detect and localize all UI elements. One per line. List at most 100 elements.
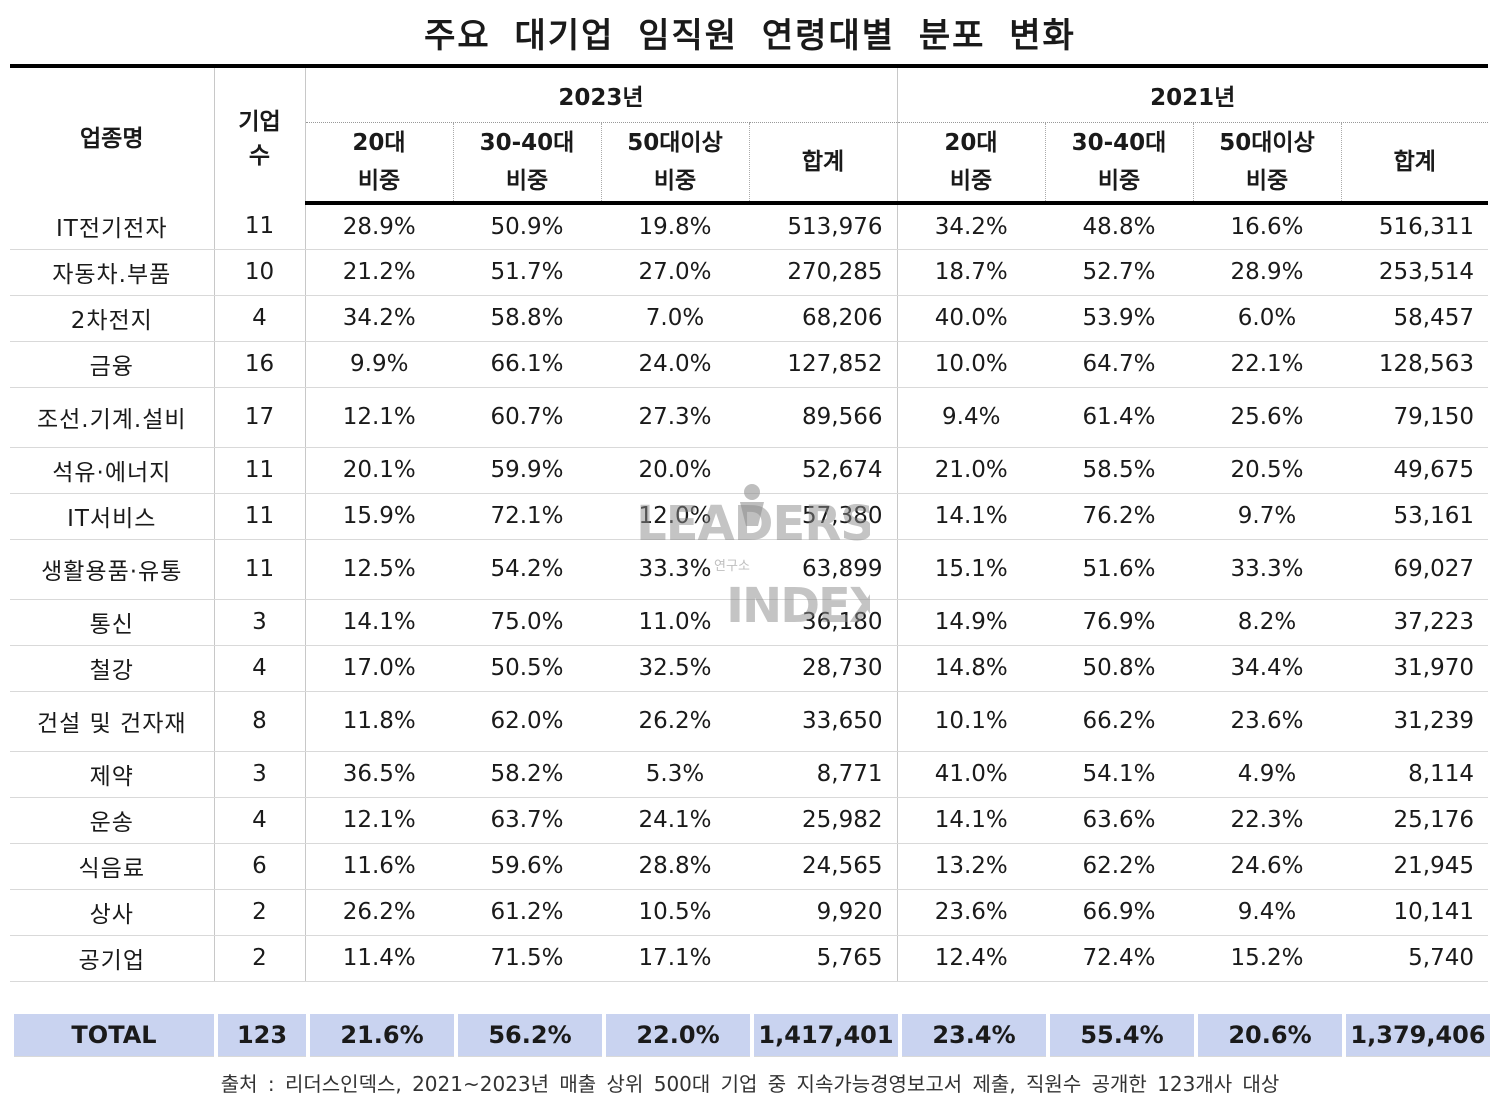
- table-row: 상사 2 26.2% 61.2% 10.5% 9,920 23.6% 66.9% 9.4% 10,…: [10, 889, 1488, 936]
- ratio-2021-20s-cell: 15.1%: [897, 539, 1045, 600]
- total-2023-cell: 68,206: [749, 295, 898, 342]
- header-2021-50plus-line2: 비중: [1245, 168, 1289, 194]
- header-2021-20s: 20대 비중: [897, 122, 1046, 205]
- total-2023-3040s: 56.2%: [458, 1014, 602, 1057]
- total-2023-cell: 36,180: [749, 599, 898, 646]
- ratio-2023-50plus-cell: 7.0%: [601, 295, 749, 342]
- company-count-cell: 4: [214, 797, 306, 844]
- ratio-2021-50plus-cell: 34.4%: [1193, 645, 1341, 692]
- ratio-2021-20s-cell: 9.4%: [897, 387, 1045, 448]
- ratio-2021-50plus-cell: 24.6%: [1193, 843, 1341, 890]
- table-row: 건설 및 건자재 8 11.8% 62.0% 26.2% 33,650 10.1% 66.2%…: [10, 691, 1488, 752]
- ratio-2021-3040s-cell: 62.2%: [1045, 843, 1193, 890]
- total-2021-cell: 253,514: [1341, 249, 1488, 296]
- ratio-2023-50plus-cell: 17.1%: [601, 935, 749, 982]
- ratio-2023-50plus-cell: 5.3%: [601, 751, 749, 798]
- header-year-2023: 2023년: [305, 64, 898, 123]
- total-row: TOTAL 123 21.6% 56.2% 22.0% 1,417,401 23…: [10, 1014, 1494, 1057]
- ratio-2023-20s-cell: 12.5%: [305, 539, 453, 600]
- table-row: 금융 16 9.9% 66.1% 24.0% 127,852 10.0% 64.7% 22.1%…: [10, 341, 1488, 388]
- table-body: IT전기전자 11 28.9% 50.9% 19.8% 513,976 34.2% 48.8%…: [10, 203, 1488, 982]
- header-year-2021: 2021년: [897, 64, 1488, 123]
- ratio-2021-50plus-cell: 4.9%: [1193, 751, 1341, 798]
- ratio-2021-50plus-cell: 22.1%: [1193, 341, 1341, 388]
- total-2021-cell: 31,239: [1341, 691, 1488, 752]
- total-2021-cell: 516,311: [1341, 203, 1488, 250]
- ratio-2021-20s-cell: 14.1%: [897, 493, 1045, 540]
- company-count-cell: 4: [214, 645, 306, 692]
- total-2023-cell: 33,650: [749, 691, 898, 752]
- table-header: 업종명 기업 수 2023년 2021년 20대 비중 30-40대 비중 50대이…: [10, 64, 1488, 205]
- total-2021-cell: 37,223: [1341, 599, 1488, 646]
- ratio-2023-20s-cell: 26.2%: [305, 889, 453, 936]
- ratio-2021-50plus-cell: 6.0%: [1193, 295, 1341, 342]
- header-company-count: 기업 수: [214, 64, 306, 203]
- company-count-cell: 8: [214, 691, 306, 752]
- ratio-2023-50plus-cell: 11.0%: [601, 599, 749, 646]
- industry-cell: 자동차.부품: [10, 249, 215, 296]
- ratio-2023-3040s-cell: 58.2%: [453, 751, 601, 798]
- company-count-cell: 2: [214, 889, 306, 936]
- header-2023-3040s-line1: 30-40대: [479, 130, 575, 156]
- ratio-2023-20s-cell: 11.4%: [305, 935, 453, 982]
- ratio-2021-3040s-cell: 61.4%: [1045, 387, 1193, 448]
- ratio-2021-20s-cell: 23.6%: [897, 889, 1045, 936]
- header-2023-3040s: 30-40대 비중: [453, 122, 602, 205]
- ratio-2021-3040s-cell: 72.4%: [1045, 935, 1193, 982]
- ratio-2021-20s-cell: 34.2%: [897, 203, 1045, 250]
- total-2021-cell: 49,675: [1341, 447, 1488, 494]
- ratio-2023-3040s-cell: 54.2%: [453, 539, 601, 600]
- ratio-2021-3040s-cell: 52.7%: [1045, 249, 1193, 296]
- ratio-2023-50plus-cell: 10.5%: [601, 889, 749, 936]
- total-2023-cell: 8,771: [749, 751, 898, 798]
- table-row: 철강 4 17.0% 50.5% 32.5% 28,730 14.8% 50.8% 34.4% 3…: [10, 645, 1488, 692]
- ratio-2023-20s-cell: 36.5%: [305, 751, 453, 798]
- total-2021-3040s: 55.4%: [1050, 1014, 1194, 1057]
- total-2021-cell: 25,176: [1341, 797, 1488, 844]
- total-2023-cell: 5,765: [749, 935, 898, 982]
- ratio-2021-3040s-cell: 66.9%: [1045, 889, 1193, 936]
- total-2023-cell: 513,976: [749, 203, 898, 250]
- industry-cell: 식음료: [10, 843, 215, 890]
- ratio-2021-20s-cell: 10.0%: [897, 341, 1045, 388]
- table-row: 2차전지 4 34.2% 58.8% 7.0% 68,206 40.0% 53.9% 6.0% 5…: [10, 295, 1488, 342]
- industry-cell: 생활용품·유통: [10, 539, 215, 600]
- company-count-cell: 2: [214, 935, 306, 982]
- ratio-2021-20s-cell: 40.0%: [897, 295, 1045, 342]
- ratio-2021-20s-cell: 41.0%: [897, 751, 1045, 798]
- header-2023-50plus-line1: 50대이상: [627, 130, 723, 156]
- ratio-2023-50plus-cell: 28.8%: [601, 843, 749, 890]
- ratio-2021-3040s-cell: 54.1%: [1045, 751, 1193, 798]
- total-2021-cell: 53,161: [1341, 493, 1488, 540]
- header-company-count-line1: 기업: [238, 108, 281, 135]
- table-row: 조선.기계.설비 17 12.1% 60.7% 27.3% 89,566 9.4% 61.4%…: [10, 387, 1488, 448]
- total-2021-cell: 58,457: [1341, 295, 1488, 342]
- table-row: 자동차.부품 10 21.2% 51.7% 27.0% 270,285 18.7% 52.7%…: [10, 249, 1488, 296]
- ratio-2021-3040s-cell: 76.2%: [1045, 493, 1193, 540]
- header-2023-20s-line1: 20대: [352, 130, 406, 156]
- ratio-2021-50plus-cell: 22.3%: [1193, 797, 1341, 844]
- ratio-2021-3040s-cell: 53.9%: [1045, 295, 1193, 342]
- total-2023-cell: 127,852: [749, 341, 898, 388]
- ratio-2021-3040s-cell: 58.5%: [1045, 447, 1193, 494]
- industry-cell: 건설 및 건자재: [10, 691, 215, 752]
- table-row: 제약 3 36.5% 58.2% 5.3% 8,771 41.0% 54.1% 4.9% 8,11…: [10, 751, 1488, 798]
- age-distribution-table: 업종명 기업 수 2023년 2021년 20대 비중 30-40대 비중 50대이…: [10, 64, 1488, 982]
- ratio-2021-3040s-cell: 50.8%: [1045, 645, 1193, 692]
- total-2023-cell: 57,380: [749, 493, 898, 540]
- ratio-2023-3040s-cell: 60.7%: [453, 387, 601, 448]
- table-row: 통신 3 14.1% 75.0% 11.0% 36,180 14.9% 76.9% 8.2% 37…: [10, 599, 1488, 646]
- industry-cell: 상사: [10, 889, 215, 936]
- ratio-2021-3040s-cell: 64.7%: [1045, 341, 1193, 388]
- industry-cell: 운송: [10, 797, 215, 844]
- ratio-2023-3040s-cell: 62.0%: [453, 691, 601, 752]
- total-2023-50plus: 22.0%: [606, 1014, 750, 1057]
- ratio-2023-20s-cell: 12.1%: [305, 387, 453, 448]
- ratio-2023-50plus-cell: 24.0%: [601, 341, 749, 388]
- ratio-2023-3040s-cell: 58.8%: [453, 295, 601, 342]
- ratio-2023-50plus-cell: 24.1%: [601, 797, 749, 844]
- industry-cell: 통신: [10, 599, 215, 646]
- ratio-2023-20s-cell: 21.2%: [305, 249, 453, 296]
- header-2023-50plus: 50대이상 비중: [601, 122, 750, 205]
- header-2021-50plus: 50대이상 비중: [1193, 122, 1342, 205]
